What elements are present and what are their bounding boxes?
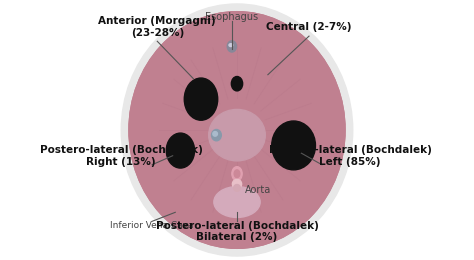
Ellipse shape: [166, 133, 194, 168]
Text: Inferior Vena Cava: Inferior Vena Cava: [110, 221, 194, 230]
Text: Postero-lateral (Bochdalek)
Bilateral (2%): Postero-lateral (Bochdalek) Bilateral (2…: [155, 221, 319, 242]
Ellipse shape: [129, 12, 345, 248]
Ellipse shape: [234, 170, 240, 178]
Circle shape: [234, 185, 240, 191]
Ellipse shape: [213, 132, 218, 136]
Text: Central (2-7%): Central (2-7%): [266, 22, 352, 32]
Circle shape: [232, 179, 242, 189]
Ellipse shape: [129, 12, 345, 248]
Ellipse shape: [231, 76, 243, 91]
Text: Postero-lateral (Bochdalek)
Left (85%): Postero-lateral (Bochdalek) Left (85%): [269, 145, 432, 166]
Text: Esophagus: Esophagus: [205, 12, 258, 22]
Ellipse shape: [227, 41, 237, 52]
Ellipse shape: [214, 187, 260, 217]
Ellipse shape: [209, 109, 265, 161]
Ellipse shape: [229, 44, 233, 47]
Ellipse shape: [121, 4, 353, 256]
Ellipse shape: [232, 167, 242, 181]
Ellipse shape: [211, 129, 221, 141]
Text: Anterior (Morgagni)
(23-28%): Anterior (Morgagni) (23-28%): [99, 16, 216, 38]
Ellipse shape: [184, 78, 218, 120]
Text: Aorta: Aorta: [245, 185, 271, 196]
Text: Postero-lateral (Bochdalek)
Right (13%): Postero-lateral (Bochdalek) Right (13%): [40, 145, 203, 166]
Ellipse shape: [272, 121, 316, 170]
